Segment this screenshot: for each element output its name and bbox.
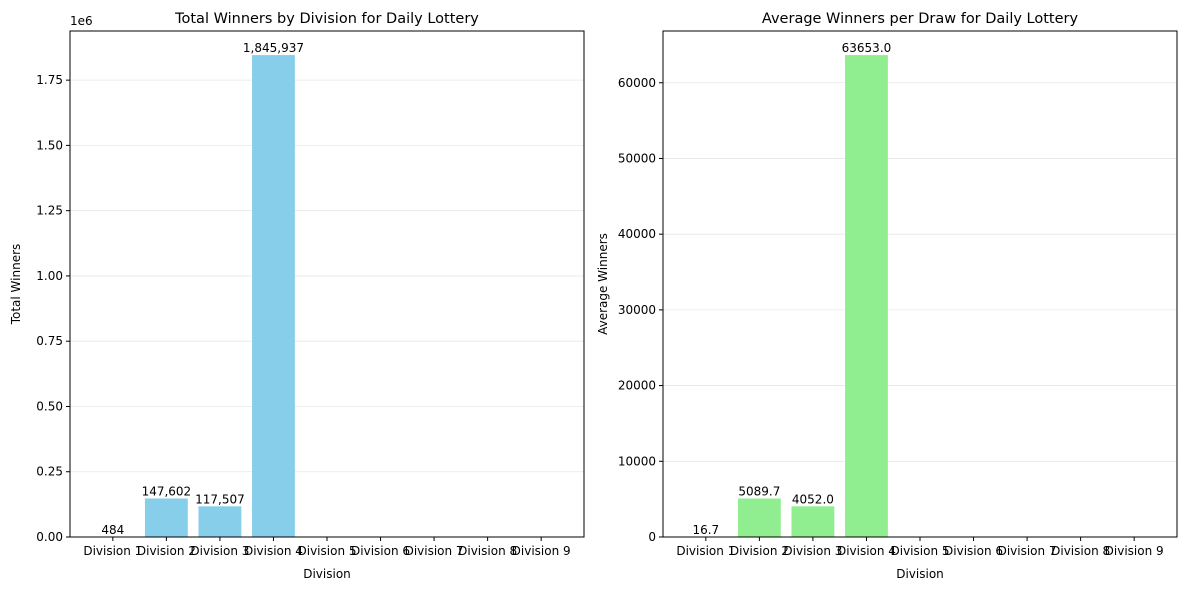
x-tick-label: Division 8	[1051, 544, 1110, 558]
y-tick-label: 60000	[618, 76, 656, 90]
x-tick-label: Division 5	[891, 544, 950, 558]
x-tick-label: Division 1	[676, 544, 735, 558]
chart-panel-2: 0 10000 20000 30000 40000 50000 60000 Division …	[596, 11, 1178, 581]
chart-title: Total Winners by Division for Daily Lott…	[174, 11, 479, 27]
x-tick-label: Division 9	[512, 544, 571, 558]
data-label: 147,602	[142, 484, 192, 498]
bar	[252, 55, 295, 537]
y-tick-label: 0.25	[36, 465, 63, 479]
y-tick-label: 1.25	[36, 204, 63, 218]
y-tick-label: 40000	[618, 227, 656, 241]
data-label: 484	[101, 523, 124, 537]
data-label: 4052.0	[792, 492, 834, 506]
data-label: 16.7	[692, 523, 719, 537]
x-tick-label: Division 6	[944, 544, 1003, 558]
x-tick-label: Division 8	[458, 544, 517, 558]
x-tick-label: Division 3	[783, 544, 842, 558]
chart-title: Average Winners per Draw for Daily Lotte…	[762, 11, 1079, 27]
bar	[737, 498, 781, 537]
y-tick-label: 0.00	[36, 530, 63, 544]
x-tick-label: Division 5	[298, 544, 357, 558]
bar	[198, 506, 242, 537]
x-tick-label: Division 1	[83, 544, 142, 558]
x-axis-label: Division	[896, 567, 944, 581]
y-tick-label: 10000	[618, 454, 656, 468]
y-tick-label: 20000	[618, 379, 656, 393]
y-tick-label: 1.00	[36, 269, 63, 283]
y-tick-label: 0	[648, 530, 656, 544]
data-label: 63653.0	[842, 41, 892, 55]
x-tick-label: Division 2	[137, 544, 196, 558]
y-tick-label: 0.75	[36, 334, 63, 348]
bar	[845, 55, 888, 537]
y-tick-label: 50000	[618, 151, 656, 165]
bar	[791, 506, 835, 537]
chart-panel-1: 0.00 0.25 0.50 0.75 1.00 1.25 1.50 1.75 Division…	[9, 11, 585, 581]
axis-offset-text: 1e6	[70, 14, 93, 28]
y-axis-label: Average Winners	[596, 233, 610, 335]
x-tick-label: Division 6	[351, 544, 410, 558]
x-tick-label: Division 3	[190, 544, 249, 558]
x-axis-label: Division	[303, 567, 351, 581]
y-tick-label: 30000	[618, 303, 656, 317]
x-tick-label: Division 4	[244, 544, 303, 558]
y-tick-label: 1.75	[36, 73, 63, 87]
x-tick-label: Division 7	[998, 544, 1057, 558]
x-tick-label: Division 4	[837, 544, 896, 558]
y-tick-label: 0.50	[36, 399, 63, 413]
x-tick-label: Division 7	[405, 544, 464, 558]
bar	[144, 498, 188, 537]
data-label: 5089.7	[738, 484, 780, 498]
x-tick-label: Division 9	[1105, 544, 1164, 558]
data-label: 1,845,937	[243, 41, 304, 55]
y-tick-label: 1.50	[36, 138, 63, 152]
data-label: 117,507	[195, 492, 245, 506]
x-tick-label: Division 2	[730, 544, 789, 558]
y-axis-label: Total Winners	[9, 244, 23, 326]
